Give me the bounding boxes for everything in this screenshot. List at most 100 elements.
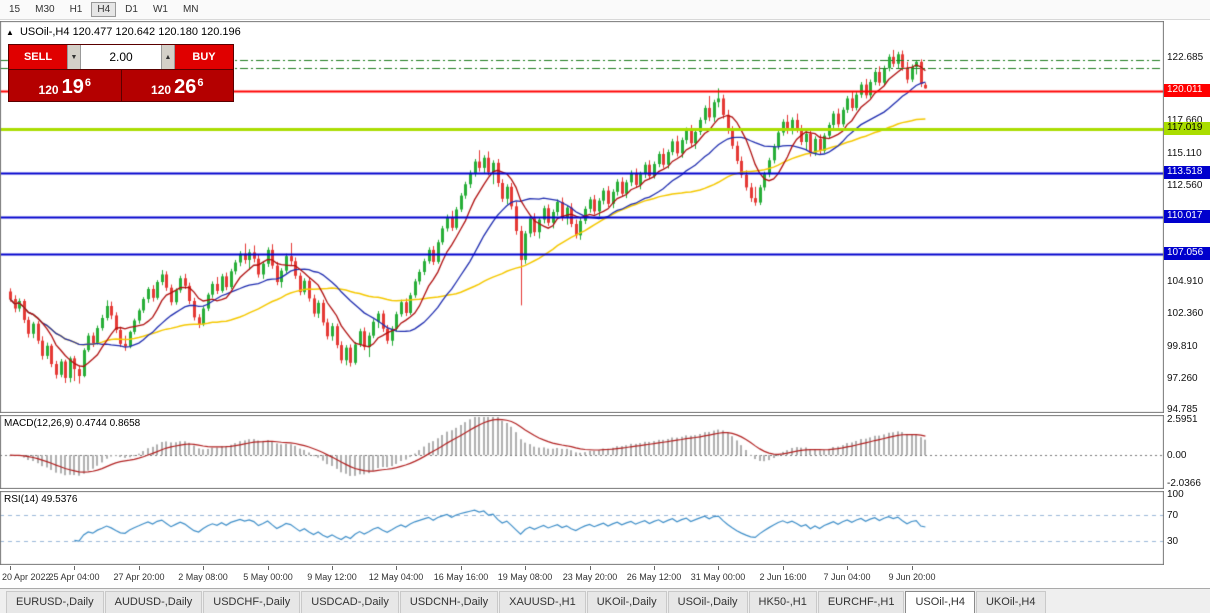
date-axis-label: 27 Apr 20:00 — [113, 572, 165, 582]
macd-label: MACD(12,26,9) 0.4744 0.8658 — [4, 418, 140, 429]
date-axis: 20 Apr 2022 25 Apr 04:00 27 Apr 20:00 2 May… — [0, 566, 1210, 588]
date-axis-label: 31 May 00:00 — [690, 572, 746, 582]
price-axis-label: 112.560 — [1167, 179, 1203, 191]
chart-tab-hk50-h1[interactable]: HK50-,H1 — [748, 591, 817, 613]
date-tick — [783, 566, 784, 570]
timeframe-button-h1[interactable]: H1 — [69, 4, 83, 15]
price-axis-label: 99.810 — [1167, 340, 1198, 352]
date-axis-label: 23 May 20:00 — [562, 572, 618, 582]
date-axis-label: 7 Jun 04:00 — [823, 572, 871, 582]
date-axis-label: 20 Apr 2022 — [2, 572, 51, 582]
date-axis-label: 2 Jun 16:00 — [759, 572, 807, 582]
date-tick — [718, 566, 719, 570]
date-tick — [590, 566, 591, 570]
price-axis-label: 102.360 — [1167, 308, 1204, 320]
sell-price-display[interactable]: 120 19 6 — [9, 70, 121, 101]
buy-price-display[interactable]: 120 26 6 — [121, 70, 233, 101]
chart-tab-usdchf-daily[interactable]: USDCHF-,Daily — [203, 591, 301, 613]
price-tag-110.017[interactable]: 110.017 — [1164, 209, 1210, 223]
date-tick — [847, 566, 848, 570]
chart-tab-usoil-daily[interactable]: USOil-,Daily — [667, 591, 748, 613]
chart-tab-audusd-daily[interactable]: AUDUSD-,Daily — [104, 591, 203, 613]
chevron-down-icon: ▼ — [70, 53, 78, 61]
date-axis-label: 19 May 08:00 — [497, 572, 553, 582]
rsi-axis-label: 70 — [1167, 509, 1179, 521]
date-axis-label: 5 May 00:00 — [243, 572, 293, 582]
timeframe-button-d1[interactable]: D1 — [125, 4, 138, 15]
timeframe-button-mn[interactable]: MN — [182, 4, 199, 15]
chart-tab-usoil-h4[interactable]: USOil-,H4 — [905, 591, 975, 613]
date-tick — [268, 566, 269, 570]
rsi-axis-label: 30 — [1167, 536, 1179, 548]
date-axis-label: 16 May 16:00 — [433, 572, 489, 582]
volume-increase-button[interactable]: ▲ — [161, 45, 175, 69]
macd-axis-label: 0.00 — [1167, 450, 1187, 462]
price-axis-label: 115.110 — [1167, 147, 1202, 159]
rsi-indicator-canvas[interactable] — [0, 491, 1164, 565]
chart-title: ▲ USOil-,H4 120.477 120.642 120.180 120.… — [6, 26, 241, 38]
date-axis-label: 9 Jun 20:00 — [888, 572, 936, 582]
macd-indicator-canvas[interactable] — [0, 415, 1164, 489]
chart-tab-eurchf-h1[interactable]: EURCHF-,H1 — [817, 591, 905, 613]
buy-price-prefix: 120 — [151, 83, 172, 97]
price-axis-label: 104.910 — [1167, 276, 1204, 288]
rsi-axis-label: 100 — [1167, 489, 1184, 501]
date-tick — [74, 566, 75, 570]
chart-tab-xauusd-h1[interactable]: XAUUSD-,H1 — [499, 591, 586, 613]
date-tick — [203, 566, 204, 570]
date-axis-label: 12 May 04:00 — [368, 572, 424, 582]
price-tag-107.056[interactable]: 107.056 — [1164, 247, 1210, 261]
price-axis-label: 94.785 — [1167, 404, 1198, 416]
date-tick — [332, 566, 333, 570]
chart-tab-eurusd-daily[interactable]: EURUSD-,Daily — [6, 591, 104, 613]
trade-controls-row: SELL ▼ 2.00 ▲ BUY — [9, 45, 233, 69]
timeframe-button-h4[interactable]: H4 — [91, 2, 117, 17]
date-tick — [139, 566, 140, 570]
volume-decrease-button[interactable]: ▼ — [67, 45, 81, 69]
timeframe-button-m30[interactable]: M30 — [35, 4, 55, 15]
macd-axis-label: -2.0366 — [1167, 478, 1201, 490]
chart-ohlc-values: 120.477 120.642 120.180 120.196 — [72, 26, 241, 38]
date-axis-label: 9 May 12:00 — [307, 572, 357, 582]
date-tick — [654, 566, 655, 570]
price-axis-label: 117.660 — [1167, 115, 1202, 126]
date-axis-label: 25 Apr 04:00 — [48, 572, 100, 582]
volume-input[interactable]: 2.00 — [81, 45, 161, 69]
rsi-current-value: 49.5376 — [41, 494, 78, 505]
rsi-label: RSI(14) 49.5376 — [4, 494, 77, 505]
buy-price-main: 26 — [174, 76, 197, 98]
chart-tab-bar: EURUSD-,Daily AUDUSD-,Daily USDCHF-,Daily U… — [0, 588, 1210, 613]
buy-button[interactable]: BUY — [175, 45, 233, 69]
date-axis-label: 2 May 08:00 — [178, 572, 228, 582]
sell-price-prefix: 120 — [38, 83, 59, 97]
chart-tab-usdcad-daily[interactable]: USDCAD-,Daily — [301, 591, 399, 613]
date-tick — [461, 566, 462, 570]
chart-tab-usdcnh-daily[interactable]: USDCNH-,Daily — [399, 591, 499, 613]
sell-price-pip: 6 — [84, 77, 91, 89]
chart-symbol-label: USOil-,H4 — [19, 26, 70, 38]
timeframe-button-15[interactable]: 15 — [9, 4, 21, 15]
buy-price-pip: 6 — [197, 77, 204, 89]
date-tick — [912, 566, 913, 570]
date-tick — [525, 566, 526, 570]
one-click-trading-panel: SELL ▼ 2.00 ▲ BUY 120 19 6 120 26 6 — [8, 44, 234, 102]
price-axis-label: 97.260 — [1167, 372, 1198, 384]
date-tick — [10, 566, 11, 570]
date-axis-label: 26 May 12:00 — [626, 572, 682, 582]
macd-axis-label: 2.5951 — [1167, 414, 1198, 426]
chart-tab-ukoil-h4[interactable]: UKOil-,H4 — [975, 591, 1046, 613]
price-axis-label: 122.685 — [1167, 52, 1204, 64]
sell-button[interactable]: SELL — [9, 45, 67, 69]
chart-tab-ukoil-daily[interactable]: UKOil-,Daily — [586, 591, 667, 613]
macd-current-values: 0.4744 0.8658 — [76, 418, 141, 429]
date-tick — [396, 566, 397, 570]
sell-price-main: 19 — [61, 76, 84, 98]
price-tag-120.011[interactable]: 120.011 — [1164, 83, 1210, 97]
collapse-arrow-icon[interactable]: ▲ — [6, 28, 14, 37]
price-tag-113.518[interactable]: 113.518 — [1164, 165, 1210, 179]
timeframe-button-w1[interactable]: W1 — [152, 4, 168, 15]
price-tag-117.019[interactable]: 117.019 — [1164, 121, 1210, 135]
price-axis: 122.685 117.660 115.110 112.560 104.910 102.3… — [1164, 21, 1210, 566]
macd-name: MACD(12,26,9) — [4, 418, 74, 429]
